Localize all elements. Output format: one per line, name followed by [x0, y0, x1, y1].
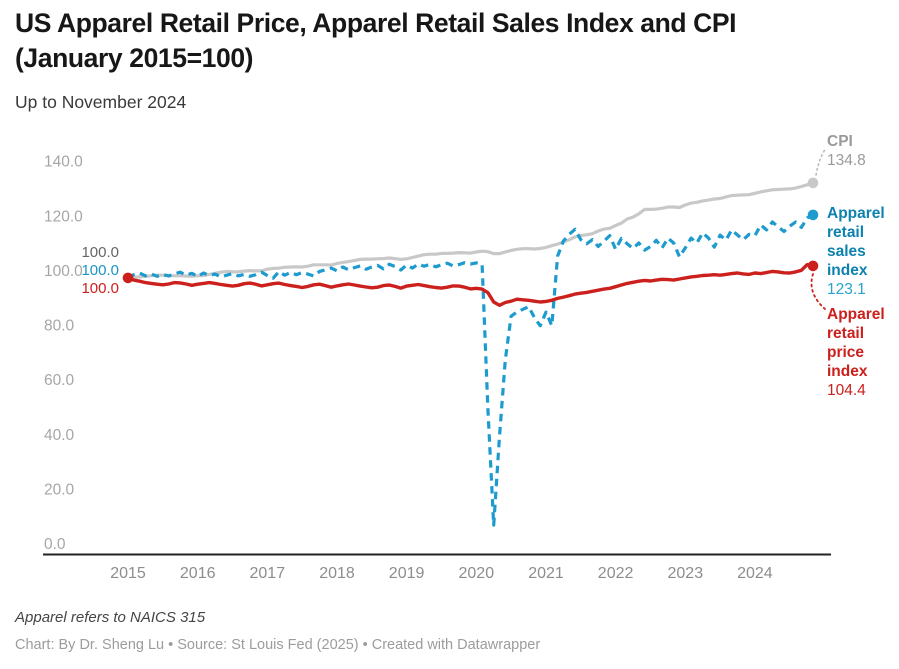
y-axis-tick-label: 20.0: [44, 481, 75, 498]
chart-credit: Chart: By Dr. Sheng Lu • Source: St Loui…: [15, 637, 541, 653]
x-axis-tick-label: 2018: [319, 565, 355, 582]
cpi-end-dot[interactable]: [807, 177, 819, 189]
x-axis-tick-label: 2019: [389, 565, 425, 582]
sales-line[interactable]: [127, 213, 814, 527]
cpi-line[interactable]: [126, 181, 815, 280]
x-axis-tick-label: 2017: [250, 565, 286, 582]
x-axis-tick-label: 2020: [459, 565, 495, 582]
y-axis-tick-label: 120.0: [44, 208, 83, 225]
y-axis-tick-label: 100.0: [44, 263, 83, 280]
page-title-line1: US Apparel Retail Price, Apparel Retail …: [15, 8, 737, 38]
price-line[interactable]: [126, 262, 815, 307]
y-axis-tick-label: 140.0: [44, 154, 83, 171]
y-axis-tick-label: 60.0: [44, 372, 75, 389]
chart-subtitle: Up to November 2024: [15, 92, 187, 112]
y-axis-tick-label: 0.0: [44, 536, 66, 553]
x-axis-tick-label: 2015: [110, 565, 146, 582]
x-axis-tick-label: 2022: [598, 565, 634, 582]
y-axis-tick-label: 40.0: [44, 427, 75, 444]
price-label-connector: [810, 273, 826, 310]
chart-note: Apparel refers to NAICS 315: [15, 609, 206, 626]
cpi-start-value-label: 100.0: [81, 244, 119, 261]
price-end-dot[interactable]: [807, 260, 819, 272]
x-axis-tick-label: 2024: [737, 565, 773, 582]
sales-end-dot[interactable]: [807, 209, 819, 221]
page-title: US Apparel Retail Price, Apparel Retail …: [15, 6, 891, 76]
x-axis-tick-label: 2021: [528, 565, 564, 582]
sales-start-value-label: 100.0: [81, 262, 119, 279]
x-axis-tick-label: 2023: [668, 565, 704, 582]
x-axis-tick-label: 2016: [180, 565, 216, 582]
y-axis-tick-label: 80.0: [44, 318, 75, 335]
price-start-dot[interactable]: [122, 272, 134, 284]
cpi-label-connector: [815, 147, 827, 176]
price-start-value-label: 100.0: [81, 280, 119, 297]
page-title-line2: (January 2015=100): [15, 43, 254, 73]
start-value-labels: 100.0 100.0 100.0: [34, 244, 119, 298]
